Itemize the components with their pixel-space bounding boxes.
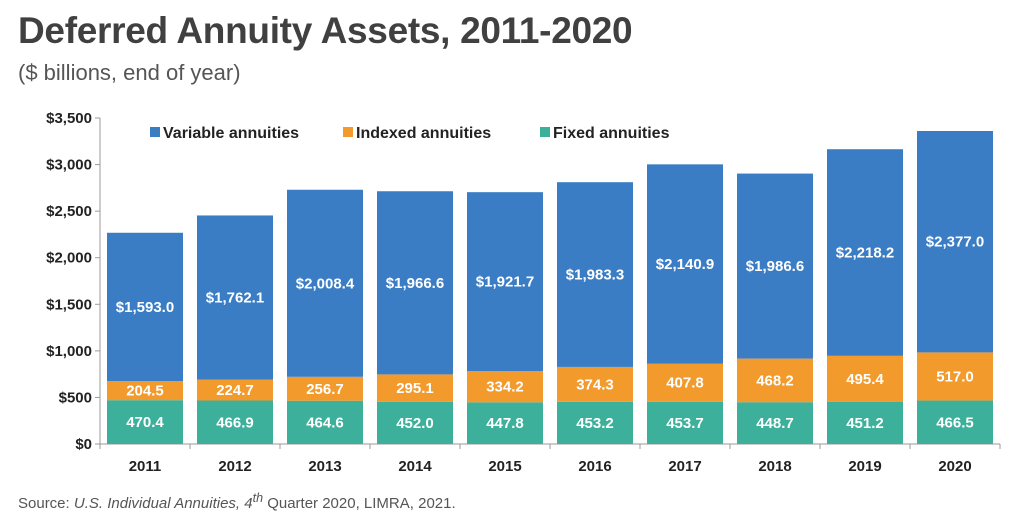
data-label: $1,986.6 xyxy=(746,258,804,275)
data-label: 334.2 xyxy=(486,379,524,396)
x-tick-label: 2011 xyxy=(129,458,162,475)
x-tick-label: 2019 xyxy=(848,458,881,475)
data-label: $1,966.6 xyxy=(386,275,444,292)
bar-segment-indexed-annuities xyxy=(737,358,813,403)
bar-segment-fixed-annuities xyxy=(377,401,453,444)
source-work: U.S. Individual Annuities, 4 xyxy=(73,495,253,512)
legend-label: Variable annuities xyxy=(163,125,299,142)
bar-segment-variable-annuities xyxy=(917,130,993,353)
bar-segment-indexed-annuities xyxy=(467,371,543,403)
data-label: 447.8 xyxy=(486,415,524,432)
data-label: 204.5 xyxy=(126,383,164,400)
legend-label: Fixed annuities xyxy=(553,125,670,142)
y-tick-label: $1,000 xyxy=(46,343,92,360)
bar-segment-variable-annuities xyxy=(197,215,273,380)
legend-swatch xyxy=(343,127,353,137)
bar-segment-variable-annuities xyxy=(377,191,453,375)
source-note: Source: U.S. Individual Annuities, 4th Q… xyxy=(18,491,456,512)
chart-title: Deferred Annuity Assets, 2011-2020 xyxy=(18,10,633,51)
data-label: 224.7 xyxy=(216,382,254,399)
data-label: 374.3 xyxy=(576,376,614,393)
chart-subtitle: ($ billions, end of year) xyxy=(18,60,241,85)
x-tick-label: 2014 xyxy=(398,458,432,475)
bar-segment-fixed-annuities xyxy=(107,400,183,444)
source-suffix: Quarter 2020, LIMRA, 2021. xyxy=(263,495,456,512)
data-label: $1,762.1 xyxy=(206,290,264,307)
bar-segment-variable-annuities xyxy=(287,189,363,377)
data-label: 448.7 xyxy=(756,415,794,432)
data-label: 466.9 xyxy=(216,414,254,431)
x-tick-label: 2015 xyxy=(488,458,521,475)
y-tick-label: $1,500 xyxy=(46,296,92,313)
data-label: $2,377.0 xyxy=(926,234,984,251)
data-label: 470.4 xyxy=(126,414,164,431)
chart-bars xyxy=(107,130,993,444)
data-label: 452.0 xyxy=(396,415,434,432)
bar-segment-variable-annuities xyxy=(647,164,723,364)
y-tick-label: $2,000 xyxy=(46,250,92,267)
data-label: $1,593.0 xyxy=(116,299,174,316)
bar-segment-indexed-annuities xyxy=(647,363,723,402)
bar-segment-indexed-annuities xyxy=(827,355,903,402)
data-label: 451.2 xyxy=(846,415,884,432)
data-label: 295.1 xyxy=(396,380,434,397)
bar-segment-fixed-annuities xyxy=(557,401,633,444)
bar-segment-indexed-annuities xyxy=(107,381,183,401)
bar-segment-indexed-annuities xyxy=(377,374,453,402)
bar-segment-variable-annuities xyxy=(737,173,813,359)
chart-legend: Variable annuities Indexed annuities Fixed… xyxy=(150,125,670,142)
data-label: $2,140.9 xyxy=(656,256,714,273)
x-tick-label: 2016 xyxy=(578,458,611,475)
legend-swatch xyxy=(150,127,160,137)
data-label: $1,921.7 xyxy=(476,274,534,291)
bar-segment-indexed-annuities xyxy=(287,376,363,401)
bar-segment-fixed-annuities xyxy=(287,400,363,444)
bar-segment-indexed-annuities xyxy=(557,366,633,402)
chart-data-labels: 470.4 204.5 $1,593.0 466.9 224.7 $1,762.1 464.… xyxy=(116,234,984,432)
chart-axes: $0 $500 $1,000 $1,500 $2,000 $2,500 $3,000 $3,5… xyxy=(46,110,1001,475)
data-label: 495.4 xyxy=(846,371,884,388)
legend-swatch xyxy=(540,127,550,137)
source-superscript: th xyxy=(252,491,264,505)
bar-segment-fixed-annuities xyxy=(647,401,723,444)
data-label: 468.2 xyxy=(756,372,794,389)
x-tick-label: 2020 xyxy=(938,458,971,475)
bar-segment-indexed-annuities xyxy=(917,352,993,401)
bar-segment-fixed-annuities xyxy=(197,400,273,444)
data-label: 407.8 xyxy=(666,375,704,392)
bar-segment-indexed-annuities xyxy=(197,379,273,401)
bar-segment-variable-annuities xyxy=(467,192,543,372)
data-label: 517.0 xyxy=(936,368,974,385)
data-label: $2,218.2 xyxy=(836,245,894,262)
x-tick-label: 2018 xyxy=(758,458,791,475)
bar-segment-variable-annuities xyxy=(827,149,903,356)
data-label: $1,983.3 xyxy=(566,267,624,284)
bar-segment-fixed-annuities xyxy=(827,401,903,444)
bar-segment-variable-annuities xyxy=(107,232,183,382)
bar-segment-variable-annuities xyxy=(557,182,633,367)
x-tick-label: 2012 xyxy=(218,458,251,475)
legend-label: Indexed annuities xyxy=(356,125,491,142)
y-tick-label: $0 xyxy=(75,436,92,453)
y-tick-label: $500 xyxy=(59,389,92,406)
data-label: 464.6 xyxy=(306,414,344,431)
bar-segment-fixed-annuities xyxy=(467,402,543,444)
x-tick-label: 2013 xyxy=(308,458,341,475)
y-tick-label: $2,500 xyxy=(46,203,92,220)
data-label: 453.2 xyxy=(576,415,614,432)
data-label: 466.5 xyxy=(936,414,974,431)
y-tick-label: $3,000 xyxy=(46,157,92,174)
x-tick-label: 2017 xyxy=(668,458,701,475)
source-prefix: Source: xyxy=(18,495,74,512)
data-label: 453.7 xyxy=(666,415,704,432)
data-label: 256.7 xyxy=(306,381,344,398)
data-label: $2,008.4 xyxy=(296,275,355,292)
bar-segment-fixed-annuities xyxy=(737,402,813,444)
y-tick-label: $3,500 xyxy=(46,110,92,127)
bar-segment-fixed-annuities xyxy=(917,400,993,444)
